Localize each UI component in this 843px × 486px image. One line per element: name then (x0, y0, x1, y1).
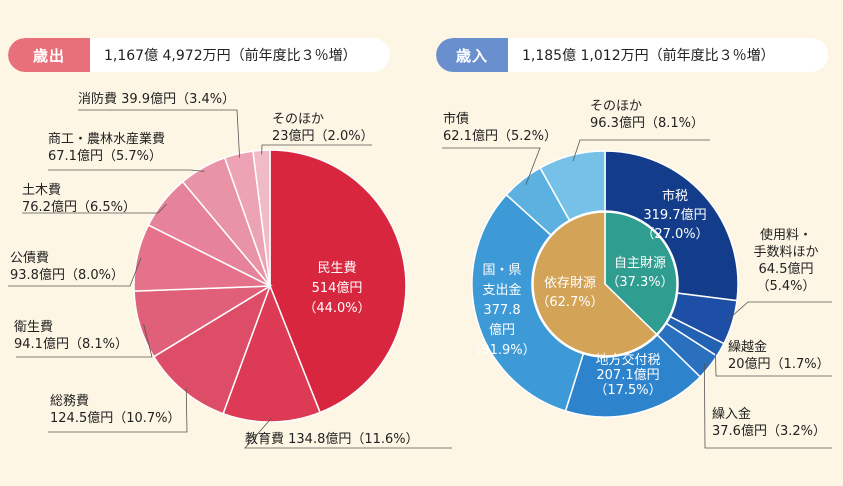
revenue-leader-kuriire (703, 363, 832, 449)
revenue-tag: 歳入 (436, 38, 508, 72)
revenue-slice-5 (471, 193, 585, 412)
expenditure-leader-kosai (8, 257, 142, 287)
expenditure-label-doboku: 土木費 76.2億円（6.5%） (22, 183, 136, 215)
expenditure-label-kyoiku: 教育費 134.8億円（11.6%） (245, 431, 419, 447)
expenditure-header: 歳出 1,167億 4,972万円（前年度比３％増） (8, 38, 390, 72)
revenue-leader-kurikoshi (714, 346, 832, 377)
revenue-label-kurikoshi: 繰越金 20億円（1.7%） (728, 339, 830, 372)
expenditure-label-shobo: 消防費 39.9億円（3.4%） (78, 91, 235, 107)
expenditure-leader-sonota (261, 144, 372, 155)
revenue-label-sonota: そのほか 96.3億円（8.1%） (590, 99, 704, 131)
revenue-header: 歳入 1,185億 1,012万円（前年度比３％増） (436, 38, 828, 72)
expenditure-leader-kyoiku (244, 417, 452, 449)
revenue-label-kokuken: 国・県支出金 377.8 億円（31.9%） (468, 263, 535, 358)
revenue-slice-7 (539, 150, 606, 222)
expenditure-label-somu: 総務費 124.5億円（10.7%） (50, 394, 181, 426)
revenue-leader-shisai (442, 147, 541, 185)
revenue-label-kuriire: 繰入金 37.6億円（3.2%） (712, 406, 826, 439)
expenditure-label-eisei: 衛生費 94.1億円（8.1%） (14, 320, 128, 352)
expenditure-leader-doboku (22, 203, 167, 214)
revenue-inner-slice-0 (604, 211, 678, 336)
revenue-label-shisai: 市債 62.1億円（5.2%） (443, 111, 557, 144)
expenditure-label-kosai: 公債費 93.8億円（8.0%） (10, 251, 124, 283)
expenditure-tag: 歳出 (8, 38, 90, 72)
expenditure-total: 1,167億 4,972万円（前年度比３％増） (104, 48, 357, 64)
expenditure-label-sonota: そのほか 23億円（2.0%） (272, 112, 374, 144)
revenue-leader-shiyoryo (726, 301, 832, 322)
revenue-label-shizei: 市税 319.7億円（27.0%） (641, 188, 708, 242)
revenue-inner-label-izon: 依存財源（62.7%） (536, 276, 603, 310)
expenditure-slice-0 (269, 149, 407, 414)
revenue-label-chihokofu: 地方交付税 207.1億円（17.5%） (594, 352, 661, 398)
revenue-inner-slice-1 (532, 211, 658, 357)
revenue-leader-sonota (572, 139, 710, 162)
expenditure-leader-shobo (78, 109, 240, 158)
revenue-total: 1,185億 1,012万円（前年度比３％増） (522, 48, 775, 64)
revenue-label-shiyoryo: 使用料・手数料ほか 64.5億円（5.4%） (753, 227, 818, 294)
expenditure-label-shoko: 商工・農林水産業費 67.1億円（5.7%） (48, 131, 165, 164)
expenditure-slice-2 (152, 284, 272, 415)
revenue-inner-label-jishu: 自主財源（37.3%） (606, 256, 673, 290)
expenditure-leader-somu (48, 387, 188, 433)
expenditure-label-minsei: 民生費 514億円（44.0%） (303, 261, 370, 316)
expenditure-slice-1 (222, 283, 322, 423)
revenue-slice-0 (604, 150, 739, 302)
expenditure-leader-shoko (48, 169, 205, 172)
expenditure-leader-eisei (16, 323, 153, 358)
